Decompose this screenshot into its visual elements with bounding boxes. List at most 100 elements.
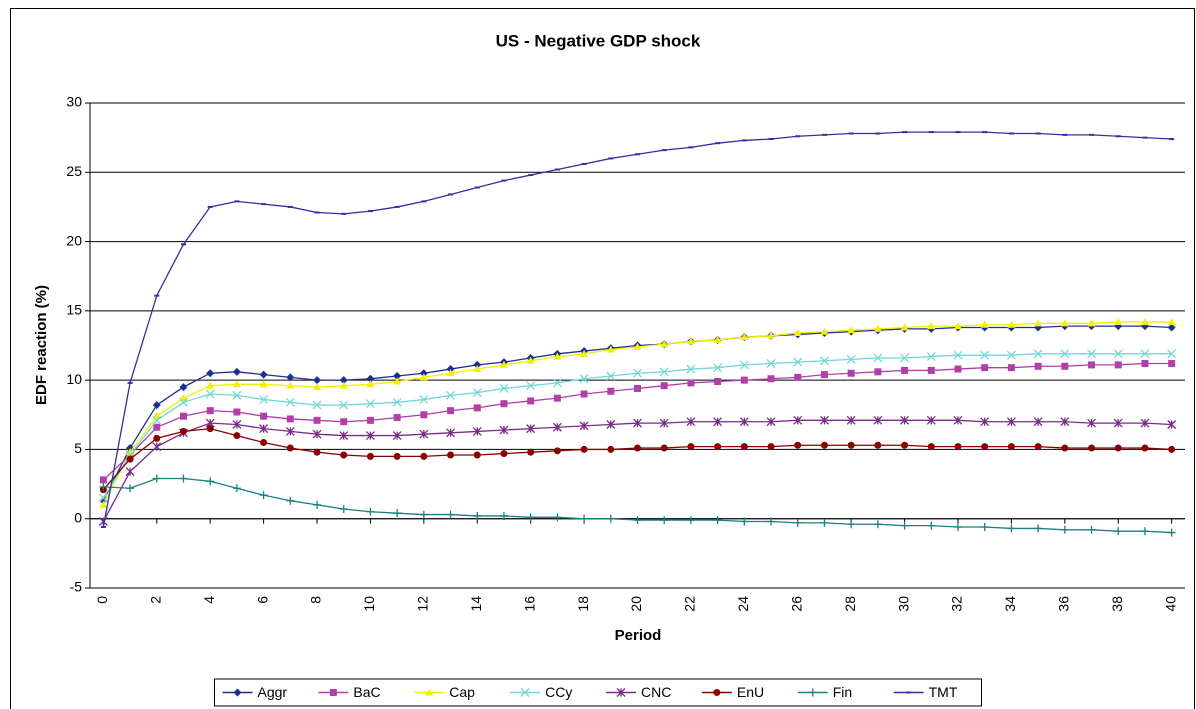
marker <box>473 511 482 520</box>
marker <box>447 407 455 415</box>
marker <box>606 371 616 381</box>
marker <box>953 523 962 532</box>
marker <box>152 415 162 425</box>
marker <box>99 482 108 491</box>
legend-marker <box>425 688 434 696</box>
marker <box>179 427 187 435</box>
marker <box>980 417 990 427</box>
marker <box>1141 360 1149 368</box>
marker <box>285 426 295 436</box>
x-tick-label: 40 <box>1162 596 1178 612</box>
marker <box>98 493 108 503</box>
marker <box>686 337 695 345</box>
marker <box>500 450 508 458</box>
marker <box>740 517 749 526</box>
marker <box>713 363 723 373</box>
marker <box>633 342 642 350</box>
marker <box>686 516 695 525</box>
series-line <box>102 427 1172 491</box>
marker <box>1087 525 1096 534</box>
marker <box>312 429 322 439</box>
marker <box>339 431 349 441</box>
marker <box>1006 417 1016 427</box>
marker <box>313 376 322 385</box>
marker <box>1034 362 1042 370</box>
marker <box>820 441 828 449</box>
marker <box>686 417 696 427</box>
marker <box>152 401 161 410</box>
marker <box>794 373 802 381</box>
marker <box>1141 444 1149 452</box>
marker <box>1114 444 1122 452</box>
marker <box>312 400 322 410</box>
x-tick-label: 28 <box>842 596 858 612</box>
marker <box>419 373 428 381</box>
marker <box>820 327 829 335</box>
marker <box>847 520 856 529</box>
marker <box>340 451 348 459</box>
marker <box>953 415 963 425</box>
marker <box>873 353 883 363</box>
legend-label: CNC <box>641 684 671 700</box>
marker <box>259 424 269 434</box>
marker <box>633 418 642 428</box>
marker <box>393 414 401 422</box>
legend-marker <box>713 689 721 696</box>
marker <box>179 412 187 420</box>
x-tick-label: 24 <box>735 596 751 612</box>
marker <box>260 439 268 446</box>
marker <box>313 500 322 509</box>
marker <box>873 520 882 529</box>
marker <box>393 371 402 380</box>
marker <box>1061 362 1069 370</box>
marker <box>1034 524 1043 533</box>
marker <box>953 350 963 360</box>
legend-label: TMT <box>929 684 958 700</box>
marker <box>152 474 161 483</box>
marker <box>1033 349 1043 359</box>
marker <box>286 444 294 452</box>
marker <box>366 380 375 388</box>
x-tick-label: 14 <box>468 596 484 612</box>
marker <box>901 366 909 374</box>
marker <box>527 397 535 405</box>
marker <box>179 397 188 407</box>
x-tick-label: 32 <box>949 596 965 612</box>
marker <box>1168 445 1176 453</box>
legend-marker <box>329 689 337 696</box>
marker <box>767 375 775 383</box>
marker <box>1060 319 1069 327</box>
marker <box>874 368 882 376</box>
marker <box>819 415 829 425</box>
marker <box>1140 317 1149 325</box>
marker <box>633 368 642 378</box>
marker <box>713 335 722 343</box>
marker <box>819 356 829 366</box>
marker <box>927 322 936 330</box>
marker <box>259 491 268 500</box>
marker <box>793 357 803 367</box>
y-tick-label: 0 <box>74 509 82 525</box>
marker <box>313 416 321 424</box>
marker <box>126 455 134 463</box>
marker <box>1034 443 1042 451</box>
marker <box>420 411 428 419</box>
marker <box>926 415 936 425</box>
marker <box>473 360 482 369</box>
marker <box>1060 417 1070 427</box>
marker <box>1087 319 1096 327</box>
marker <box>339 400 349 410</box>
marker <box>366 452 374 460</box>
marker <box>260 412 268 420</box>
marker <box>313 383 322 391</box>
x-tick-label: 26 <box>788 596 804 612</box>
marker <box>714 443 722 451</box>
marker <box>499 511 508 520</box>
x-tick-label: 16 <box>521 596 537 612</box>
marker <box>179 474 188 483</box>
marker <box>366 374 375 383</box>
marker <box>687 379 695 387</box>
marker <box>419 510 428 519</box>
marker <box>659 367 669 377</box>
marker <box>634 444 641 452</box>
